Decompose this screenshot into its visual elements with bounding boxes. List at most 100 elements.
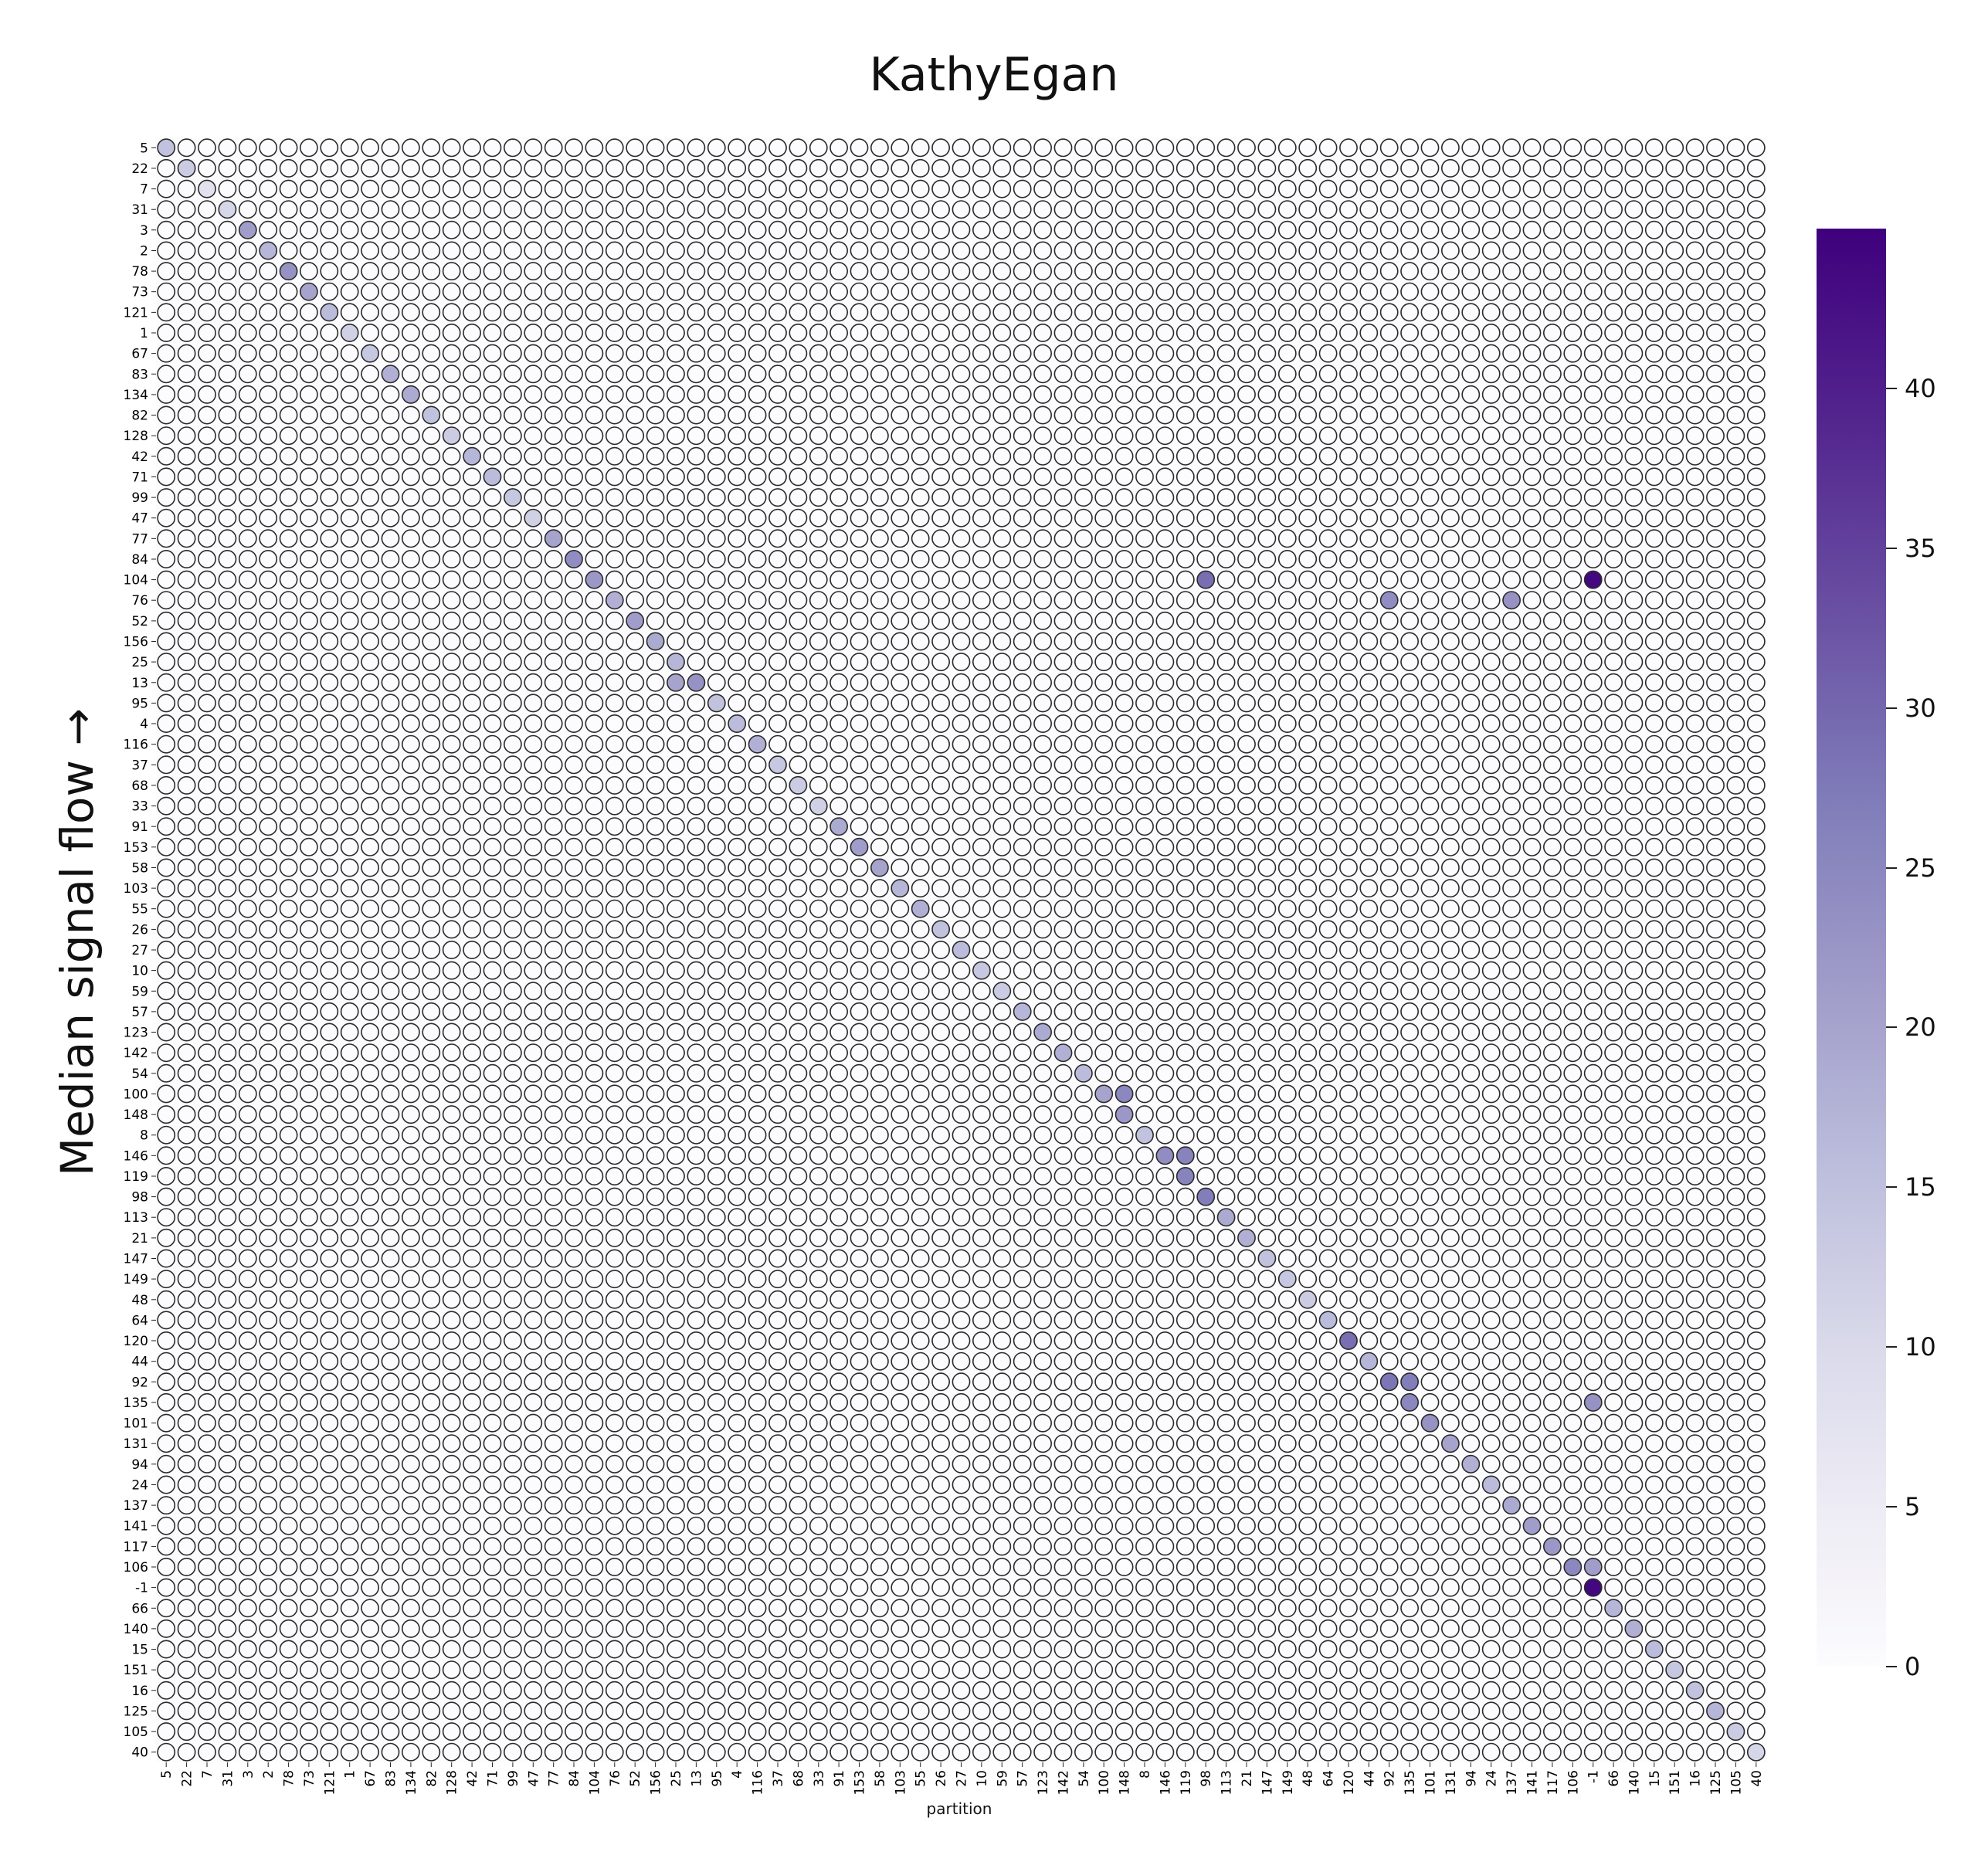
heatmap-cell — [1441, 673, 1460, 692]
heatmap-cell — [1196, 467, 1216, 487]
heatmap-cell — [1644, 1125, 1664, 1145]
heatmap-cell — [320, 1208, 339, 1227]
heatmap-cell — [605, 1002, 624, 1021]
heatmap-cell — [1420, 323, 1440, 342]
heatmap-cell — [768, 467, 787, 487]
heatmap-cell — [1196, 673, 1216, 692]
heatmap-cell — [1359, 1208, 1379, 1227]
heatmap-cell — [1094, 1063, 1114, 1083]
heatmap-cell — [911, 1392, 930, 1412]
heatmap-cell — [1135, 570, 1154, 589]
heatmap-cell — [952, 837, 971, 856]
heatmap-cell — [1339, 467, 1358, 487]
heatmap-cell — [626, 446, 645, 466]
heatmap-cell — [1400, 1043, 1420, 1063]
heatmap-cell — [524, 858, 543, 877]
heatmap-cell — [972, 241, 991, 260]
heatmap-cell — [728, 1228, 747, 1247]
heatmap-cell — [1196, 755, 1216, 775]
heatmap-cell — [1033, 734, 1053, 754]
heatmap-cell — [1685, 632, 1705, 651]
heatmap-cell — [1053, 694, 1073, 713]
heatmap-cell — [789, 385, 808, 404]
heatmap-cell — [748, 1228, 767, 1247]
heatmap-cell — [361, 549, 380, 568]
heatmap-cell — [1135, 1043, 1154, 1063]
heatmap-cell — [1563, 694, 1583, 713]
heatmap-cell — [585, 817, 604, 836]
heatmap-cell — [1420, 775, 1440, 795]
heatmap-cell — [238, 1187, 257, 1206]
heatmap-cell — [1379, 1084, 1399, 1104]
heatmap-cell — [381, 138, 400, 158]
heatmap-cell — [707, 385, 726, 404]
heatmap-cell — [707, 1125, 726, 1145]
heatmap-cell — [422, 303, 441, 322]
heatmap-cell — [218, 1208, 237, 1227]
heatmap-cell — [299, 611, 318, 630]
heatmap-cell — [1441, 817, 1460, 836]
heatmap-cell — [157, 775, 176, 795]
heatmap-cell — [279, 1352, 298, 1371]
heatmap-cell — [422, 591, 441, 610]
heatmap-cell — [1665, 1392, 1684, 1412]
heatmap-cell — [728, 796, 747, 816]
heatmap-cell — [1441, 570, 1460, 589]
heatmap-cell — [402, 591, 420, 610]
heatmap-cell — [565, 591, 583, 610]
heatmap-cell — [931, 158, 951, 178]
heatmap-cell — [1502, 467, 1522, 487]
heatmap-cell — [198, 714, 216, 733]
heatmap-cell — [646, 405, 665, 425]
heatmap-cell — [1481, 653, 1501, 672]
heatmap-cell — [1379, 1167, 1399, 1186]
heatmap-cell — [422, 138, 441, 158]
heatmap-cell — [524, 1372, 543, 1392]
heatmap-cell — [789, 1002, 808, 1021]
heatmap-cell — [1685, 982, 1705, 1001]
heatmap-cell — [402, 1125, 420, 1145]
heatmap-cell — [157, 1228, 176, 1247]
heatmap-cell — [728, 1392, 747, 1412]
heatmap-cell — [1013, 1023, 1032, 1042]
heatmap-cell — [463, 365, 482, 384]
heatmap-cell — [687, 1084, 706, 1104]
heatmap-cell — [1563, 200, 1583, 219]
heatmap-cell — [238, 879, 257, 898]
heatmap-cell — [585, 899, 604, 918]
heatmap-cell — [1420, 1043, 1440, 1063]
heatmap-cell — [565, 323, 583, 342]
heatmap-cell — [646, 1105, 665, 1124]
heatmap-cell — [1094, 1352, 1114, 1371]
heatmap-cell — [177, 1063, 196, 1083]
heatmap-cell — [1196, 1043, 1216, 1063]
heatmap-cell — [483, 858, 502, 877]
heatmap-cell — [870, 837, 889, 856]
heatmap-cell — [1481, 1002, 1501, 1021]
heatmap-cell — [1543, 1023, 1562, 1042]
heatmap-cell — [565, 570, 583, 589]
heatmap-cell — [463, 1043, 482, 1063]
heatmap-cell — [992, 817, 1012, 836]
heatmap-cell — [422, 1208, 441, 1227]
heatmap-cell — [1461, 1392, 1481, 1412]
heatmap-cell — [1685, 673, 1705, 692]
heatmap-cell — [238, 138, 257, 158]
heatmap-cell — [1644, 365, 1664, 384]
heatmap-cell — [422, 796, 441, 816]
heatmap-cell — [1685, 241, 1705, 260]
heatmap-cell — [972, 1413, 991, 1433]
heatmap-cell — [259, 1270, 278, 1289]
heatmap-cell — [1502, 1084, 1522, 1104]
heatmap-cell — [809, 488, 828, 507]
heatmap-cell — [1726, 1228, 1745, 1247]
heatmap-cell — [1318, 529, 1338, 548]
heatmap-cell — [829, 385, 849, 404]
heatmap-cell — [891, 200, 910, 219]
heatmap-cell — [1583, 611, 1603, 630]
heatmap-cell — [361, 1146, 380, 1165]
heatmap-cell — [605, 1392, 624, 1412]
heatmap-cell — [238, 1043, 257, 1063]
heatmap-cell — [1114, 1249, 1134, 1268]
heatmap-cell — [361, 591, 380, 610]
